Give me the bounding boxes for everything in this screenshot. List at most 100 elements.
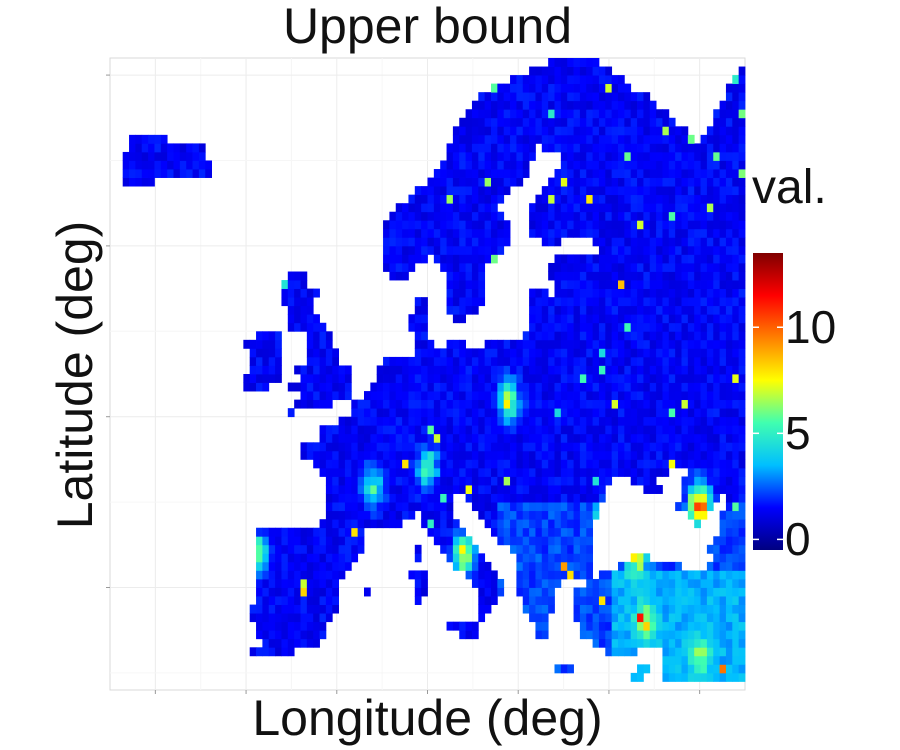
heatmap-cell xyxy=(268,596,276,605)
heatmap-cell xyxy=(389,365,397,375)
heatmap-cell xyxy=(510,442,517,452)
heatmap-cell xyxy=(535,297,543,307)
heatmap-cell xyxy=(427,527,435,537)
heatmap-cell xyxy=(637,314,644,324)
heatmap-cell xyxy=(624,100,632,110)
heatmap-cell xyxy=(529,459,536,469)
heatmap-cell xyxy=(694,228,701,238)
heatmap-cell xyxy=(586,66,593,76)
heatmap-cell xyxy=(414,408,422,418)
heatmap-cell xyxy=(738,553,746,563)
heatmap-cell xyxy=(313,331,320,341)
heatmap-cell xyxy=(294,280,301,289)
heatmap-cell xyxy=(624,288,632,298)
heatmap-cell xyxy=(560,288,568,298)
heatmap-cell xyxy=(598,314,606,324)
heatmap-cell xyxy=(306,314,314,324)
heatmap-cell xyxy=(681,271,689,281)
heatmap-cell xyxy=(592,459,600,469)
heatmap-cell xyxy=(408,314,416,324)
heatmap-cell xyxy=(478,587,486,597)
heatmap-cell xyxy=(262,536,270,546)
heatmap-cell xyxy=(395,356,403,366)
heatmap-cell xyxy=(586,322,593,332)
heatmap-cell xyxy=(478,203,486,213)
heatmap-cell xyxy=(516,151,524,161)
heatmap-cell xyxy=(135,143,143,153)
heatmap-cell xyxy=(471,177,479,187)
heatmap-cell xyxy=(598,493,606,503)
heatmap-cell xyxy=(313,553,320,563)
heatmap-cell xyxy=(522,510,530,520)
heatmap-cell xyxy=(262,356,270,366)
heatmap-cell xyxy=(687,262,695,272)
heatmap-cell xyxy=(598,75,606,85)
heatmap-cell xyxy=(706,485,714,494)
heatmap-cell xyxy=(738,228,746,238)
heatmap-cell xyxy=(408,365,416,375)
heatmap-cell xyxy=(630,134,638,144)
heatmap-cell xyxy=(389,476,397,486)
heatmap-cell xyxy=(548,322,555,332)
heatmap-cell xyxy=(548,211,555,221)
heatmap-cell xyxy=(414,450,422,460)
heatmap-cell xyxy=(338,467,346,477)
heatmap-cell xyxy=(573,553,581,563)
heatmap-cell xyxy=(668,459,676,469)
heatmap-cell xyxy=(605,134,613,144)
heatmap-cell xyxy=(503,519,511,529)
heatmap-cell xyxy=(478,151,486,161)
heatmap-cell xyxy=(268,527,276,537)
heatmap-cell xyxy=(662,117,670,127)
heatmap-cell xyxy=(433,237,441,247)
heatmap-cell xyxy=(554,450,562,460)
heatmap-cell xyxy=(706,211,714,221)
heatmap-cell xyxy=(662,561,670,571)
heatmap-cell xyxy=(275,356,282,366)
heatmap-cell xyxy=(491,356,498,366)
heatmap-cell xyxy=(732,442,740,452)
heatmap-cell xyxy=(611,647,619,657)
heatmap-cell xyxy=(687,416,695,426)
heatmap-cell xyxy=(529,365,536,375)
heatmap-cell xyxy=(624,647,632,657)
heatmap-cell xyxy=(275,527,282,537)
heatmap-cell xyxy=(598,391,606,401)
heatmap-cell xyxy=(725,399,733,409)
heatmap-cell xyxy=(459,408,466,418)
heatmap-cell xyxy=(383,399,390,409)
heatmap-cell xyxy=(560,75,568,85)
heatmap-cell xyxy=(332,348,339,358)
heatmap-cell xyxy=(662,382,670,392)
heatmap-cell xyxy=(535,220,543,230)
heatmap-cell xyxy=(719,467,727,477)
heatmap-cell xyxy=(706,442,714,452)
heatmap-cell xyxy=(700,382,708,392)
heatmap-cell xyxy=(306,391,314,401)
heatmap-cell xyxy=(268,374,276,383)
heatmap-cell xyxy=(383,425,390,435)
heatmap-cell xyxy=(408,485,416,494)
heatmap-cell xyxy=(306,570,314,580)
heatmap-cell xyxy=(262,331,270,341)
heatmap-cell xyxy=(592,66,600,76)
heatmap-cell xyxy=(662,126,670,136)
heatmap-cell xyxy=(503,536,511,546)
heatmap-cell xyxy=(706,416,714,426)
heatmap-cell xyxy=(605,450,613,460)
heatmap-cell xyxy=(535,399,543,409)
heatmap-cell xyxy=(668,262,676,272)
heatmap-cell xyxy=(554,485,562,494)
heatmap-cell xyxy=(592,510,600,520)
heatmap-cell xyxy=(668,433,676,443)
heatmap-cell xyxy=(510,459,517,469)
heatmap-cell xyxy=(268,647,276,657)
heatmap-cell xyxy=(376,416,384,426)
heatmap-cell xyxy=(351,408,359,418)
heatmap-cell xyxy=(129,177,136,187)
heatmap-cell xyxy=(414,194,422,204)
heatmap-cell xyxy=(313,450,320,460)
heatmap-cell xyxy=(738,544,746,554)
heatmap-cell xyxy=(586,553,593,563)
